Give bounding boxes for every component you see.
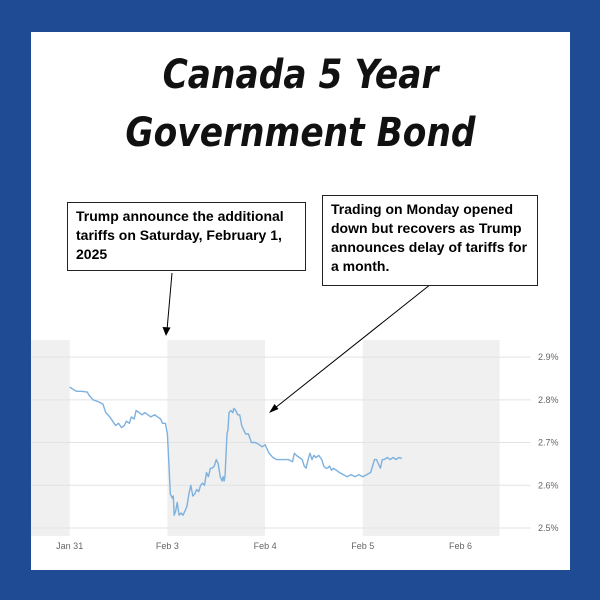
- y-tick-label: 2.7%: [538, 438, 559, 448]
- x-tick-label: Feb 6: [449, 541, 472, 551]
- annotation-box-monday: Trading on Monday opened down but recove…: [322, 195, 538, 286]
- yield-line: [69, 386, 403, 516]
- chart-card: Canada 5 Year Government Bond 2.5% 2.6% 2.…: [31, 32, 570, 570]
- day-band: [167, 340, 266, 536]
- x-tick-label: Feb 5: [351, 541, 374, 551]
- weekend-bands: [31, 340, 500, 536]
- arrow-1-head: [162, 327, 171, 336]
- day-band: [31, 340, 70, 536]
- x-tick-label: Jan 31: [56, 541, 83, 551]
- y-tick-label: 2.8%: [538, 395, 559, 405]
- day-band: [362, 340, 461, 536]
- bond-yield-chart: 2.5% 2.6% 2.7% 2.8% 2.9% Jan 31 Feb 3 Feb 4 Feb…: [31, 272, 559, 551]
- arrow-2-head: [269, 404, 279, 413]
- x-axis-ticks: Jan 31 Feb 3 Feb 4 Feb 5 Feb 6: [56, 541, 472, 551]
- arrow-1-line: [166, 272, 173, 331]
- y-tick-label: 2.6%: [538, 480, 559, 490]
- page-title: Canada 5 Year Government Bond: [125, 52, 476, 156]
- arrows: [162, 272, 432, 413]
- y-tick-label: 2.9%: [538, 352, 559, 362]
- y-axis-ticks: 2.5% 2.6% 2.7% 2.8% 2.9%: [538, 352, 559, 533]
- x-tick-label: Feb 4: [254, 541, 277, 551]
- annotation-box-tariffs: Trump announce the additional tariffs on…: [67, 202, 306, 271]
- grid-lines: [31, 356, 531, 529]
- arrow-2-line: [274, 283, 432, 409]
- y-tick-label: 2.5%: [538, 523, 559, 533]
- x-tick-label: Feb 3: [156, 541, 179, 551]
- day-band: [460, 340, 500, 536]
